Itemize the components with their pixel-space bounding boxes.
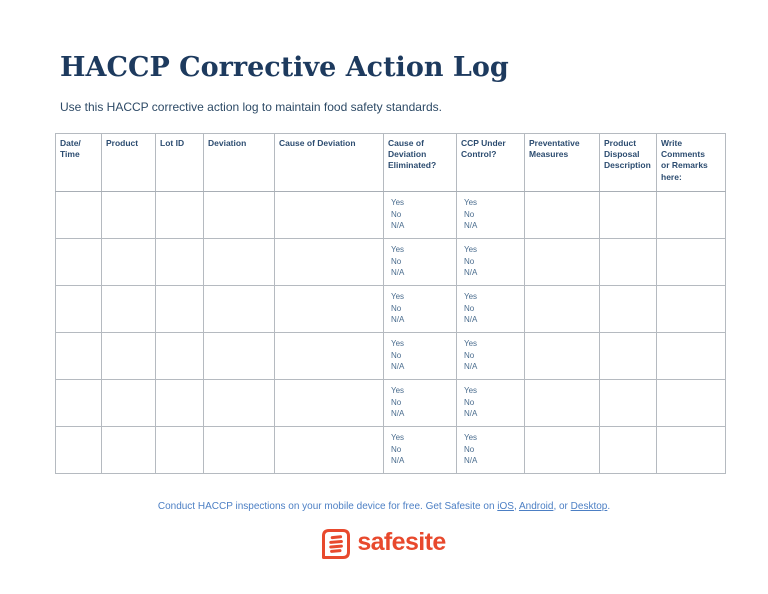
table-cell [155, 332, 204, 380]
table-cell [524, 332, 600, 380]
table-cell [524, 379, 600, 427]
page-subtitle: Use this HACCP corrective action log to … [60, 100, 442, 114]
table-cell [101, 238, 156, 286]
table-cell [599, 238, 657, 286]
haccp-log-table: Date/ Time Product Lot ID Deviation Caus… [55, 133, 726, 474]
table-row: Yes No N/A Yes No N/A [55, 191, 726, 239]
table-cell [55, 379, 102, 427]
table-cell [55, 426, 102, 474]
footer-text: Conduct HACCP inspections on your mobile… [157, 501, 498, 512]
cause-eliminated-options: Yes No N/A [383, 379, 457, 427]
table-cell [599, 285, 657, 333]
safesite-logo: safesite [0, 526, 768, 562]
android-link[interactable]: Android [518, 501, 554, 512]
table-row: Yes No N/A Yes No N/A [55, 426, 726, 474]
table-cell [656, 285, 726, 333]
column-header-cause-eliminated: Cause of Deviation Eliminated? [383, 133, 457, 192]
table-cell [155, 191, 204, 239]
table-cell [599, 332, 657, 380]
table-cell [656, 191, 726, 239]
table-cell [274, 191, 384, 239]
safesite-wordmark: safesite [357, 528, 446, 556]
footer-note: Conduct HACCP inspections on your mobile… [0, 501, 768, 512]
ccp-control-options: Yes No N/A [456, 332, 525, 380]
table-cell [101, 426, 156, 474]
table-cell [101, 191, 156, 239]
column-header-preventative-measures: Preventative Measures [524, 133, 600, 192]
column-header-deviation: Deviation [203, 133, 275, 192]
footer-separator: , [513, 501, 519, 512]
table-cell [101, 379, 156, 427]
table-cell [55, 285, 102, 333]
desktop-link[interactable]: Desktop [570, 501, 608, 512]
ccp-control-options: Yes No N/A [456, 285, 525, 333]
ccp-control-options: Yes No N/A [456, 426, 525, 474]
table-row: Yes No N/A Yes No N/A [55, 332, 726, 380]
table-cell [524, 426, 600, 474]
column-header-date-time: Date/ Time [55, 133, 102, 192]
cause-eliminated-options: Yes No N/A [383, 332, 457, 380]
table-cell [55, 332, 102, 380]
footer-separator: , or [553, 501, 571, 512]
table-cell [203, 238, 275, 286]
cause-eliminated-options: Yes No N/A [383, 426, 457, 474]
cause-eliminated-options: Yes No N/A [383, 285, 457, 333]
column-header-product-disposal: Product Disposal Description [599, 133, 657, 192]
table-cell [155, 426, 204, 474]
table-row: Yes No N/A Yes No N/A [55, 285, 726, 333]
table-cell [203, 379, 275, 427]
table-cell [656, 426, 726, 474]
ccp-control-options: Yes No N/A [456, 379, 525, 427]
cause-eliminated-options: Yes No N/A [383, 238, 457, 286]
table-cell [203, 332, 275, 380]
table-cell [524, 285, 600, 333]
table-cell [274, 379, 384, 427]
ios-link[interactable]: iOS [497, 501, 514, 512]
table-cell [274, 285, 384, 333]
page-title: HACCP Corrective Action Log [60, 52, 509, 83]
table-cell [203, 191, 275, 239]
column-header-comments: Write Comments or Remarks here: [656, 133, 726, 192]
table-row: Yes No N/A Yes No N/A [55, 379, 726, 427]
table-cell [274, 426, 384, 474]
column-header-product: Product [101, 133, 156, 192]
table-cell [55, 238, 102, 286]
ccp-control-options: Yes No N/A [456, 238, 525, 286]
column-header-cause-of-deviation: Cause of Deviation [274, 133, 384, 192]
table-cell [274, 332, 384, 380]
table-cell [656, 238, 726, 286]
footer-period: . [607, 501, 611, 512]
table-cell [656, 332, 726, 380]
table-row: Yes No N/A Yes No N/A [55, 238, 726, 286]
table-cell [599, 379, 657, 427]
table-cell [101, 285, 156, 333]
table-cell [155, 285, 204, 333]
table-cell [203, 285, 275, 333]
column-header-ccp-under-control: CCP Under Control? [456, 133, 525, 192]
table-cell [656, 379, 726, 427]
table-cell [203, 426, 275, 474]
table-cell [55, 191, 102, 239]
safesite-icon [322, 529, 351, 559]
table-cell [274, 238, 384, 286]
table-cell [101, 332, 156, 380]
table-cell [155, 238, 204, 286]
ccp-control-options: Yes No N/A [456, 191, 525, 239]
table-cell [524, 191, 600, 239]
header-row: Date/ Time Product Lot ID Deviation Caus… [55, 133, 726, 192]
table-cell [524, 238, 600, 286]
column-header-lot-id: Lot ID [155, 133, 204, 192]
cause-eliminated-options: Yes No N/A [383, 191, 457, 239]
table-cell [599, 191, 657, 239]
table-cell [155, 379, 204, 427]
table-cell [599, 426, 657, 474]
